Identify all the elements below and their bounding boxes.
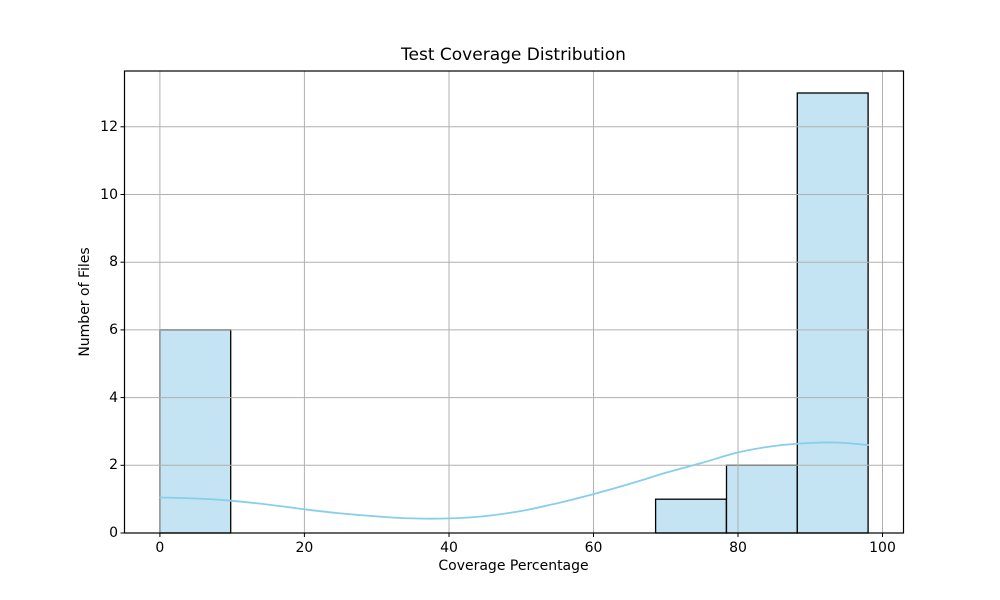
x-tick-label: 80 — [729, 540, 747, 556]
y-tick-label: 10 — [100, 186, 118, 203]
y-tick-label: 8 — [109, 254, 118, 271]
x-tick-label: 20 — [295, 540, 314, 556]
histogram-bar — [796, 92, 869, 534]
chart-title: Test Coverage Distribution — [401, 45, 626, 65]
x-tick-label: 100 — [869, 540, 896, 556]
y-tick-label: 2 — [109, 457, 118, 474]
x-tick-label: 40 — [440, 540, 458, 556]
x-tick-label: 60 — [584, 540, 603, 556]
axes-spines — [123, 70, 905, 534]
kde-curve — [159, 441, 869, 520]
y-tick-label: 12 — [100, 118, 118, 135]
x-axis-label: Coverage Percentage — [438, 558, 589, 574]
y-tick-label: 0 — [109, 525, 118, 541]
y-tick-label: 4 — [109, 389, 118, 406]
x-tick-label: 0 — [155, 540, 165, 556]
histogram-bar — [159, 329, 232, 534]
histogram-bar — [654, 498, 728, 534]
y-tick-label: 6 — [109, 321, 118, 338]
histogram-bar — [725, 464, 798, 534]
